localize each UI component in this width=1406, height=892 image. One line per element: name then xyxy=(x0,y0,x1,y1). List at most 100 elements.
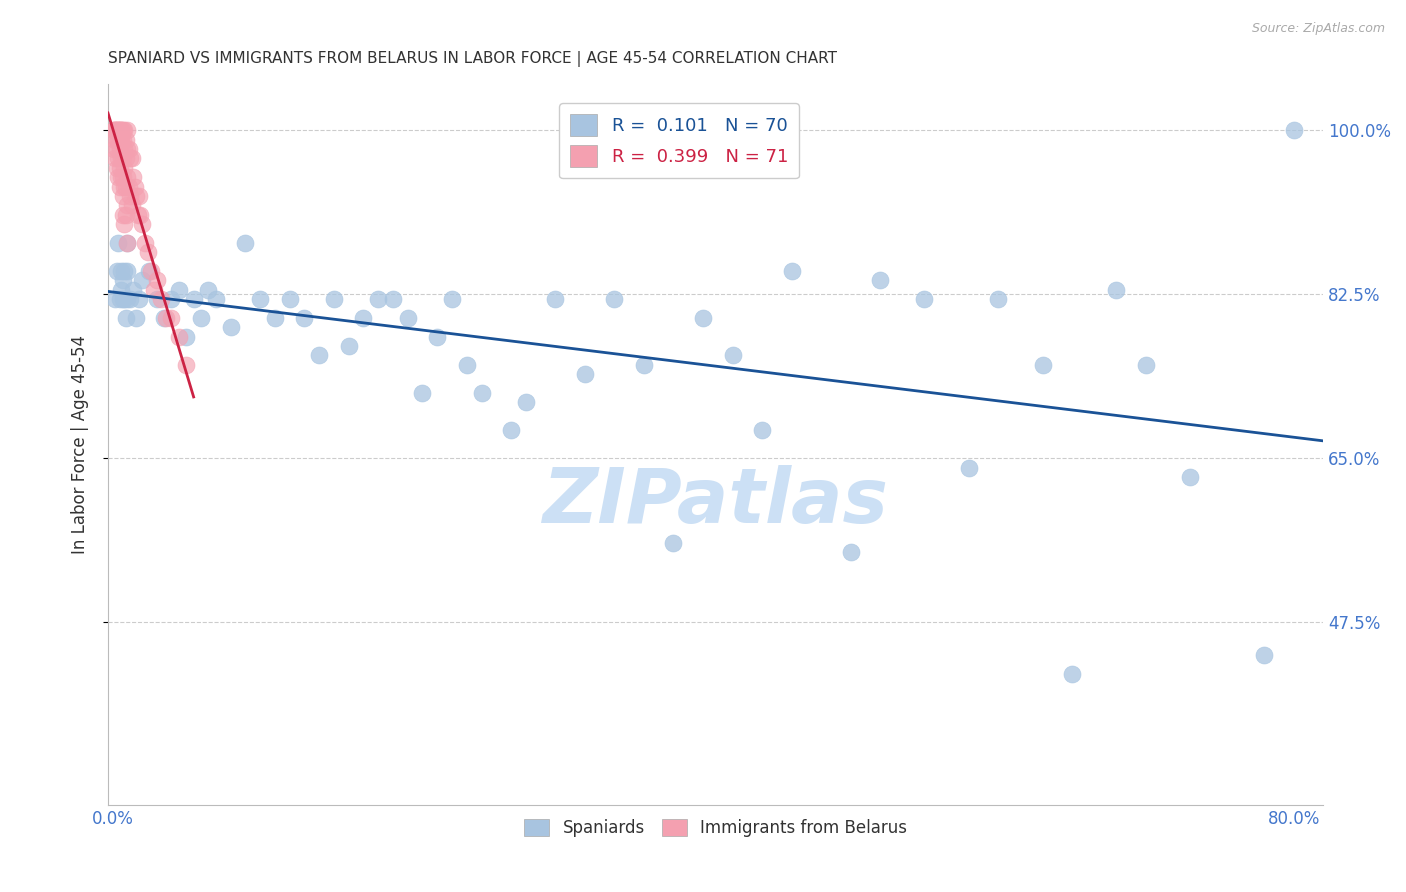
Point xyxy=(957,460,980,475)
Point xyxy=(105,264,128,278)
Point xyxy=(633,358,655,372)
Point xyxy=(470,385,492,400)
Point xyxy=(104,133,127,147)
Point xyxy=(114,208,136,222)
Point xyxy=(603,292,626,306)
Point xyxy=(692,310,714,325)
Point xyxy=(204,292,226,306)
Point xyxy=(107,170,129,185)
Point xyxy=(233,235,256,250)
Point xyxy=(107,123,129,137)
Point xyxy=(115,198,138,212)
Point xyxy=(112,179,135,194)
Point xyxy=(111,170,134,185)
Point xyxy=(134,235,156,250)
Point xyxy=(105,123,128,137)
Point xyxy=(1282,123,1305,137)
Point xyxy=(426,329,449,343)
Point xyxy=(174,358,197,372)
Point xyxy=(107,123,129,137)
Point xyxy=(110,152,132,166)
Point xyxy=(839,545,862,559)
Point xyxy=(111,273,134,287)
Point xyxy=(112,142,135,156)
Point xyxy=(544,292,567,306)
Point xyxy=(103,142,125,156)
Point xyxy=(105,133,128,147)
Point xyxy=(456,358,478,372)
Point xyxy=(1253,648,1275,662)
Point xyxy=(111,208,134,222)
Point xyxy=(118,142,141,156)
Point xyxy=(751,423,773,437)
Point xyxy=(112,161,135,175)
Point xyxy=(440,292,463,306)
Point xyxy=(127,208,149,222)
Point xyxy=(721,348,744,362)
Point xyxy=(108,133,131,147)
Point xyxy=(381,292,404,306)
Point xyxy=(499,423,522,437)
Point xyxy=(107,133,129,147)
Point xyxy=(574,367,596,381)
Legend: Spaniards, Immigrants from Belarus: Spaniards, Immigrants from Belarus xyxy=(517,812,914,844)
Point xyxy=(780,264,803,278)
Point xyxy=(115,235,138,250)
Point xyxy=(278,292,301,306)
Point xyxy=(112,264,135,278)
Point xyxy=(111,292,134,306)
Text: SPANIARD VS IMMIGRANTS FROM BELARUS IN LABOR FORCE | AGE 45-54 CORRELATION CHART: SPANIARD VS IMMIGRANTS FROM BELARUS IN L… xyxy=(108,51,837,67)
Point xyxy=(142,283,165,297)
Point xyxy=(115,142,138,156)
Point xyxy=(128,292,150,306)
Point xyxy=(108,142,131,156)
Point xyxy=(515,395,537,409)
Point xyxy=(1135,358,1157,372)
Point xyxy=(103,123,125,137)
Point xyxy=(155,310,177,325)
Point xyxy=(115,123,138,137)
Point xyxy=(145,273,167,287)
Point xyxy=(111,133,134,147)
Point xyxy=(112,123,135,137)
Point xyxy=(121,152,143,166)
Point xyxy=(129,208,152,222)
Point xyxy=(125,189,148,203)
Point xyxy=(108,179,131,194)
Point xyxy=(914,292,936,306)
Point xyxy=(138,264,160,278)
Point xyxy=(110,123,132,137)
Point xyxy=(145,292,167,306)
Point xyxy=(110,123,132,137)
Point xyxy=(104,292,127,306)
Point xyxy=(131,217,153,231)
Point xyxy=(131,273,153,287)
Point xyxy=(160,310,183,325)
Point xyxy=(110,133,132,147)
Point xyxy=(122,283,145,297)
Point xyxy=(114,152,136,166)
Text: ZIPatlas: ZIPatlas xyxy=(543,465,889,539)
Point xyxy=(219,320,242,334)
Point xyxy=(115,292,138,306)
Point xyxy=(110,170,132,185)
Point xyxy=(104,123,127,137)
Point xyxy=(367,292,389,306)
Point xyxy=(107,235,129,250)
Point xyxy=(1180,470,1202,484)
Point xyxy=(160,292,183,306)
Point xyxy=(197,283,219,297)
Point xyxy=(869,273,891,287)
Point xyxy=(114,133,136,147)
Point xyxy=(322,292,344,306)
Point xyxy=(111,152,134,166)
Point xyxy=(112,292,135,306)
Point xyxy=(105,161,128,175)
Point xyxy=(337,339,360,353)
Point xyxy=(115,235,138,250)
Point xyxy=(122,170,145,185)
Point xyxy=(108,123,131,137)
Point xyxy=(120,152,142,166)
Point xyxy=(111,189,134,203)
Point xyxy=(352,310,374,325)
